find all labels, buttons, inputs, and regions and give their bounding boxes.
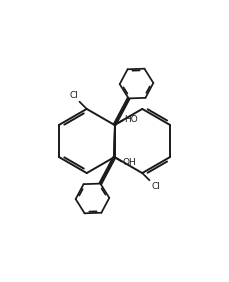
Text: Cl: Cl bbox=[151, 182, 160, 191]
Text: Cl: Cl bbox=[69, 91, 78, 100]
Text: OH: OH bbox=[123, 158, 137, 167]
Text: HO: HO bbox=[124, 116, 138, 124]
